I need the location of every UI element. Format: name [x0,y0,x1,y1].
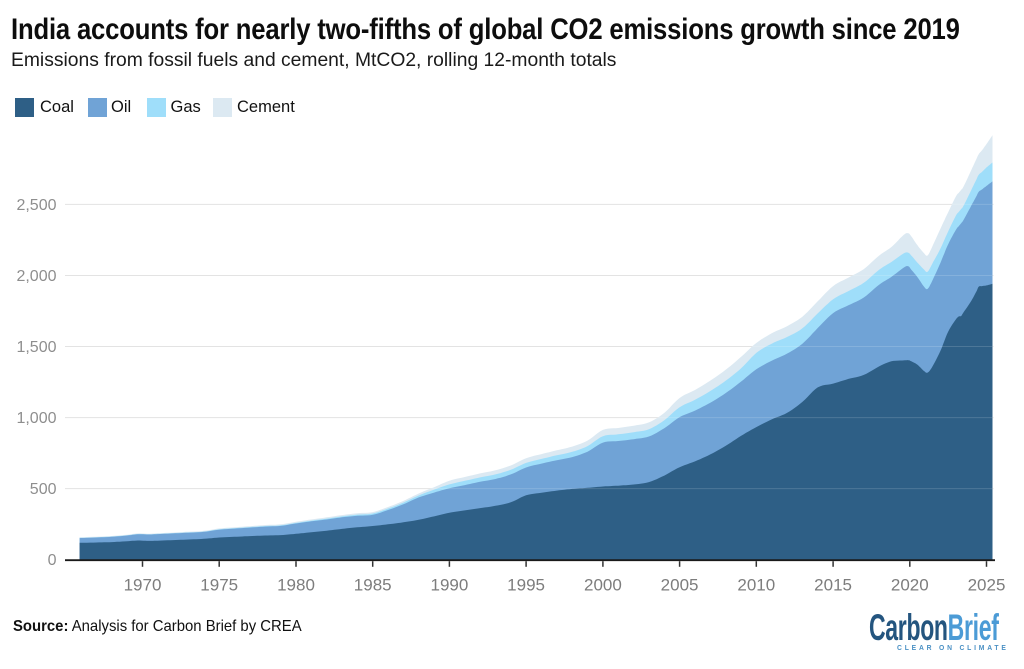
svg-text:2000: 2000 [584,576,622,595]
svg-text:1970: 1970 [124,576,162,595]
svg-text:2010: 2010 [737,576,775,595]
svg-text:2015: 2015 [814,576,852,595]
svg-text:1,500: 1,500 [16,339,56,356]
svg-text:1,000: 1,000 [16,410,56,427]
svg-text:2,000: 2,000 [16,268,56,285]
svg-text:2005: 2005 [661,576,699,595]
svg-text:1980: 1980 [277,576,315,595]
svg-text:0: 0 [48,552,57,569]
svg-text:2,500: 2,500 [16,197,56,214]
svg-text:1975: 1975 [200,576,238,595]
svg-text:2020: 2020 [891,576,929,595]
svg-text:1995: 1995 [507,576,545,595]
svg-text:1985: 1985 [354,576,392,595]
svg-text:2025: 2025 [968,576,1006,595]
svg-text:1990: 1990 [430,576,468,595]
svg-text:500: 500 [30,481,57,498]
